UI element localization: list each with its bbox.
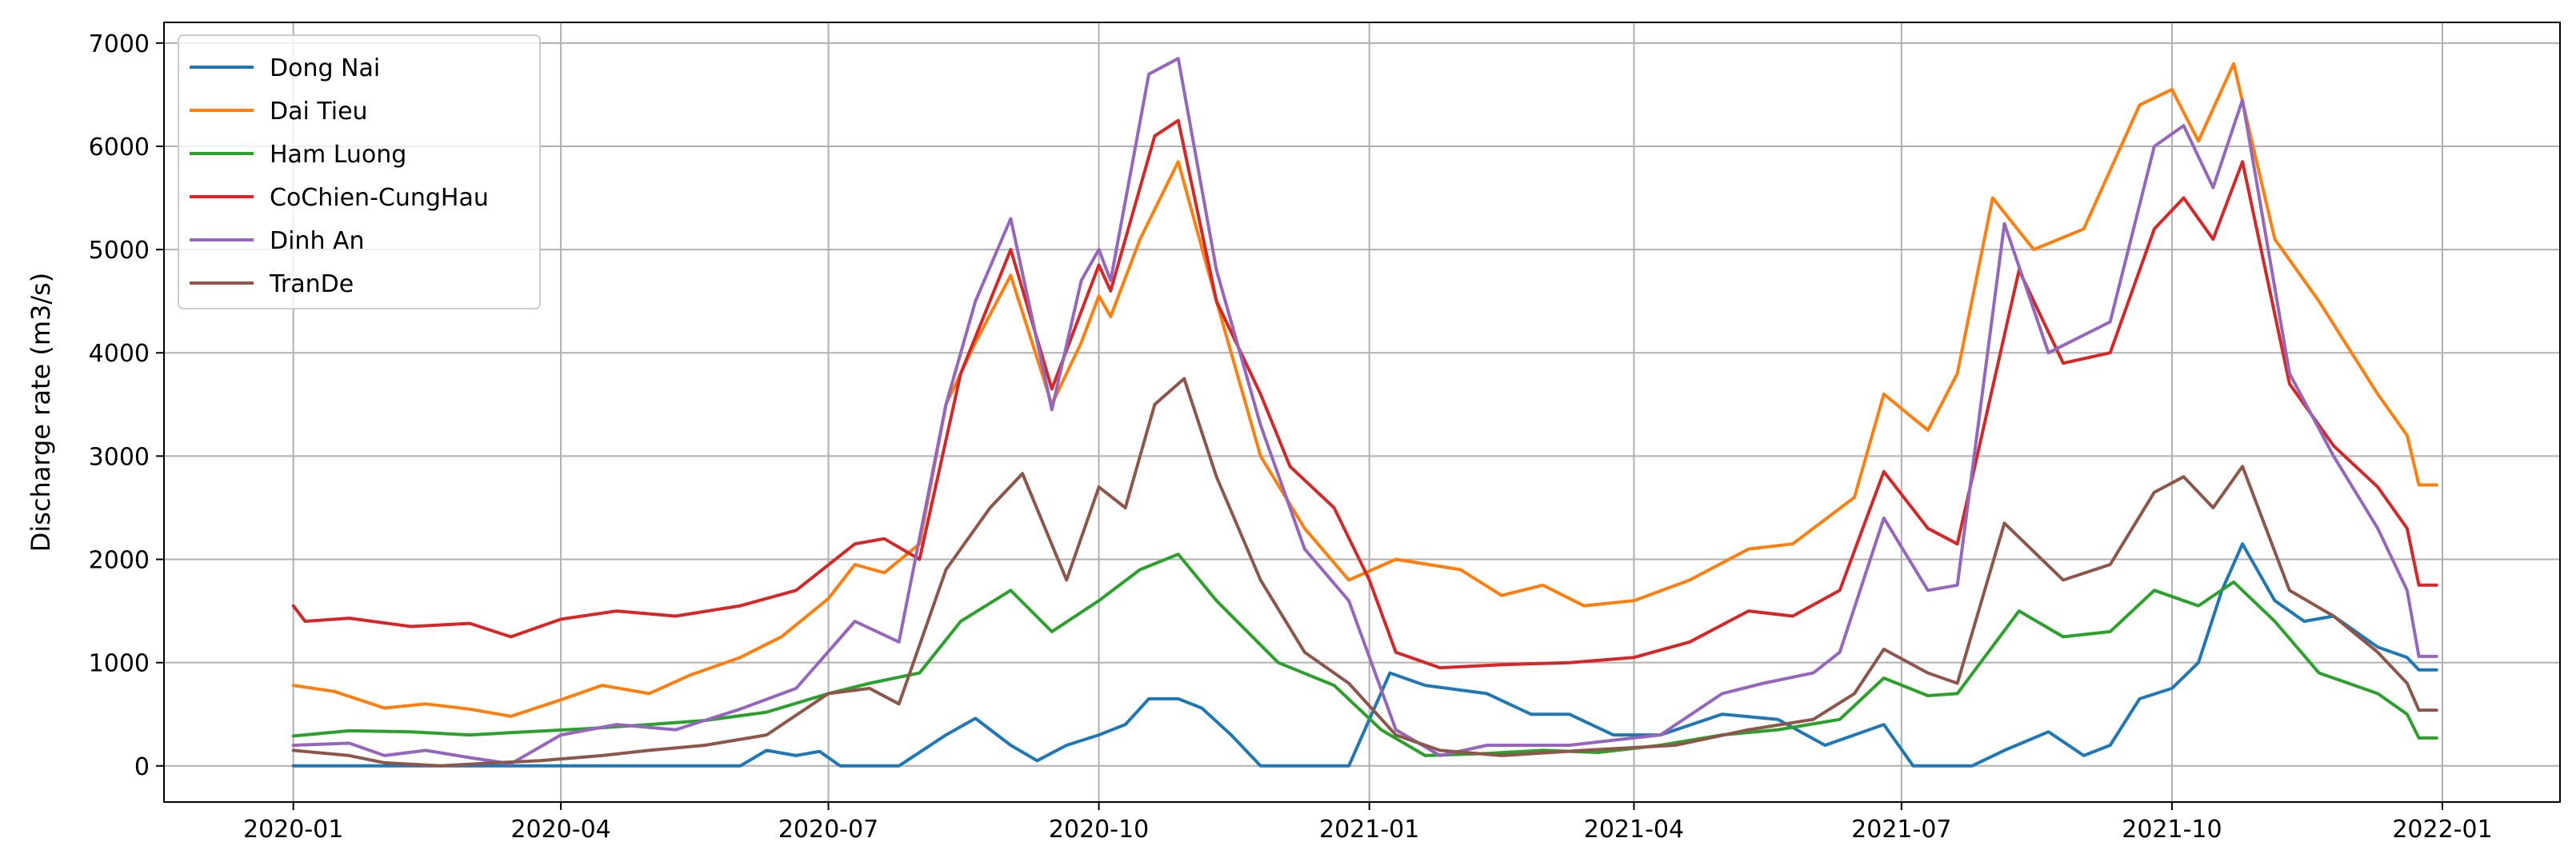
y-axis-ticks: 0 1000 2000 3000 4000 5000 6000 7000 (89, 30, 164, 781)
y-tick-label: 4000 (89, 340, 150, 368)
legend-label: CoChien-CungHau (270, 184, 489, 212)
series-line-ham-luong (291, 553, 2438, 757)
grid (164, 22, 2560, 802)
x-tick-label: 2021-04 (1584, 816, 1684, 844)
y-tick-label: 1000 (89, 650, 150, 678)
y-tick-label: 5000 (89, 237, 150, 265)
x-tick-label: 2020-07 (778, 816, 878, 844)
x-tick-label: 2021-10 (2122, 816, 2222, 844)
legend-label: TranDe (269, 270, 354, 298)
x-tick-label: 2020-10 (1049, 816, 1149, 844)
y-tick-label: 3000 (89, 443, 150, 471)
x-axis-ticks: 2020-01 2020-04 2020-07 2020-10 2021-01 2021-… (243, 802, 2493, 844)
x-tick-label: 2020-04 (510, 816, 610, 844)
legend-box (178, 34, 541, 309)
plot-frame (163, 22, 2561, 803)
y-axis-label: Discharge rate (m3/s) (26, 273, 56, 553)
legend-label: Dong Nai (270, 54, 380, 82)
series-line-dong-nai (291, 542, 2438, 768)
x-tick-label: 2021-07 (1851, 816, 1951, 844)
series-lines (291, 57, 2438, 768)
series-line-dinh-an (291, 57, 2438, 766)
legend-label: Dai Tieu (270, 98, 368, 126)
legend: Dong Nai Dai Tieu Ham Luong CoChien-CungHau… (178, 34, 541, 309)
y-tick-label: 2000 (89, 547, 150, 575)
series-line-trande (291, 377, 2438, 768)
y-tick-label: 7000 (89, 30, 150, 58)
y-tick-label: 6000 (89, 134, 150, 162)
legend-label: Ham Luong (270, 141, 406, 169)
y-tick-label: 0 (134, 753, 150, 781)
x-tick-label: 2022-01 (2392, 816, 2492, 844)
series-line-cochien-cunghau (291, 118, 2438, 670)
legend-label: Dinh An (270, 227, 365, 255)
x-tick-label: 2020-01 (243, 816, 343, 844)
series-line-dai-tieu (291, 62, 2438, 718)
x-tick-label: 2021-01 (1319, 816, 1419, 844)
